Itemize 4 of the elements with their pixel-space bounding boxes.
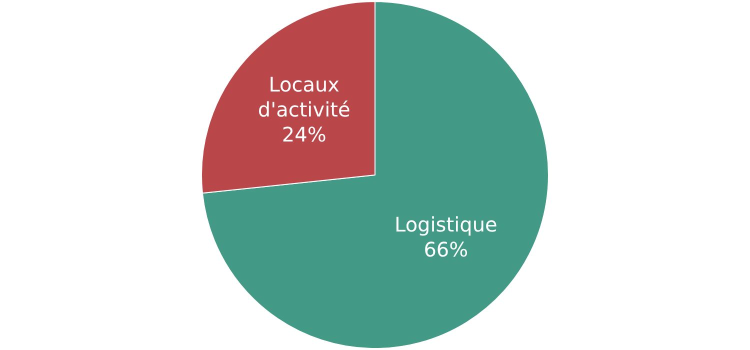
data-label: 24% <box>282 122 326 146</box>
slice-label: Locaux d'activité <box>258 72 350 122</box>
slice-label: Logistique <box>394 212 498 237</box>
data-label: 66% <box>424 238 468 262</box>
